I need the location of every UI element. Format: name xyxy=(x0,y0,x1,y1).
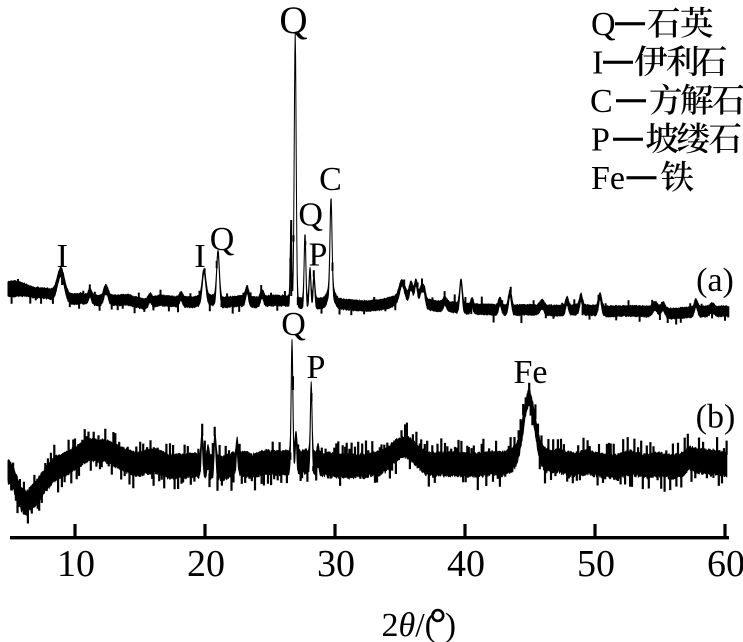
svg-text:I: I xyxy=(592,45,603,82)
svg-text:40: 40 xyxy=(447,543,485,585)
svg-text:Q: Q xyxy=(279,0,307,42)
svg-text:60: 60 xyxy=(707,543,743,585)
svg-text:): ) xyxy=(445,607,456,642)
svg-text:P: P xyxy=(309,237,328,274)
svg-text:30: 30 xyxy=(317,543,355,585)
svg-text:I: I xyxy=(57,238,68,275)
svg-text:Q: Q xyxy=(591,6,616,43)
svg-text:C: C xyxy=(590,83,613,120)
svg-text:50: 50 xyxy=(577,543,615,585)
svg-text:Fe: Fe xyxy=(514,354,548,391)
svg-text:10: 10 xyxy=(57,543,95,585)
svg-text:Fe: Fe xyxy=(591,160,625,197)
svg-text:Q: Q xyxy=(281,306,306,343)
svg-text:I: I xyxy=(194,238,205,275)
svg-text:C: C xyxy=(319,161,342,198)
svg-text:(a): (a) xyxy=(696,262,734,299)
svg-text:(b): (b) xyxy=(696,399,736,436)
svg-text:20: 20 xyxy=(187,543,225,585)
svg-text:Q: Q xyxy=(210,221,235,258)
svg-text:2θ/(: 2θ/( xyxy=(382,607,436,642)
svg-text:P: P xyxy=(307,349,326,386)
svg-text:P: P xyxy=(591,122,610,159)
svg-text:Q: Q xyxy=(298,197,323,234)
